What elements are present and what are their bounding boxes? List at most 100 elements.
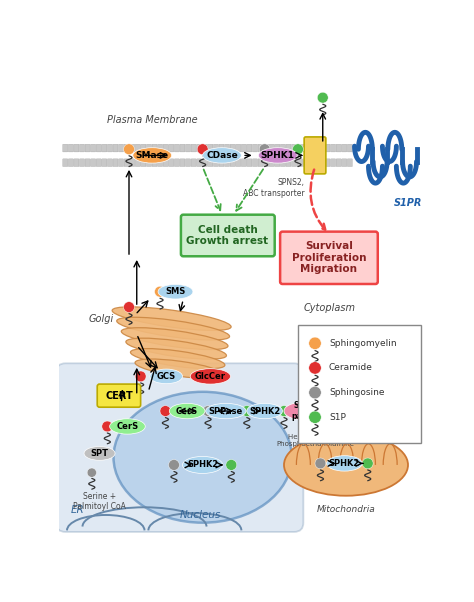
FancyBboxPatch shape [80, 159, 84, 167]
FancyBboxPatch shape [253, 159, 257, 167]
FancyBboxPatch shape [292, 159, 297, 167]
FancyBboxPatch shape [124, 159, 129, 167]
Circle shape [102, 421, 113, 432]
FancyBboxPatch shape [308, 159, 313, 167]
Ellipse shape [117, 317, 229, 340]
FancyBboxPatch shape [342, 159, 347, 167]
FancyBboxPatch shape [236, 144, 241, 152]
Circle shape [309, 337, 321, 349]
FancyBboxPatch shape [202, 159, 207, 167]
FancyBboxPatch shape [74, 159, 79, 167]
Ellipse shape [158, 284, 193, 299]
Text: Hexadecenal +
Phosphoethanolamine: Hexadecenal + Phosphoethanolamine [276, 434, 354, 447]
Text: SPHK1: SPHK1 [261, 151, 295, 160]
Ellipse shape [121, 327, 228, 350]
Text: S1PR: S1PR [394, 197, 422, 208]
FancyBboxPatch shape [330, 159, 336, 167]
FancyBboxPatch shape [146, 159, 152, 167]
Ellipse shape [169, 403, 205, 419]
Text: S1P: S1P [329, 413, 346, 421]
FancyBboxPatch shape [141, 159, 146, 167]
Ellipse shape [206, 403, 246, 419]
Ellipse shape [135, 359, 223, 378]
FancyBboxPatch shape [298, 325, 421, 444]
FancyBboxPatch shape [208, 144, 213, 152]
FancyBboxPatch shape [325, 159, 330, 167]
Circle shape [124, 144, 135, 155]
FancyBboxPatch shape [169, 159, 174, 167]
Text: Ceramide: Ceramide [329, 364, 373, 373]
Text: Cell death
Growth arrest: Cell death Growth arrest [186, 225, 268, 246]
FancyBboxPatch shape [97, 384, 141, 407]
Text: ER: ER [71, 505, 85, 515]
Circle shape [155, 287, 165, 297]
FancyBboxPatch shape [85, 144, 90, 152]
FancyBboxPatch shape [91, 144, 96, 152]
FancyBboxPatch shape [96, 144, 101, 152]
FancyBboxPatch shape [304, 137, 326, 174]
FancyBboxPatch shape [241, 144, 246, 152]
FancyBboxPatch shape [264, 159, 269, 167]
FancyBboxPatch shape [68, 159, 73, 167]
FancyBboxPatch shape [247, 159, 252, 167]
FancyBboxPatch shape [108, 144, 112, 152]
FancyBboxPatch shape [275, 144, 280, 152]
FancyBboxPatch shape [247, 144, 252, 152]
Circle shape [309, 386, 321, 399]
Text: Mitochondria: Mitochondria [317, 505, 375, 514]
Circle shape [169, 459, 179, 470]
FancyBboxPatch shape [191, 159, 196, 167]
Text: SPNS2,
ABC transporter: SPNS2, ABC transporter [243, 179, 304, 198]
Text: Serine +
Palmitoyl CoA: Serine + Palmitoyl CoA [73, 492, 126, 511]
FancyBboxPatch shape [56, 363, 303, 532]
Circle shape [87, 468, 96, 477]
Ellipse shape [190, 368, 230, 384]
Text: CDase: CDase [206, 151, 238, 160]
FancyBboxPatch shape [280, 232, 378, 284]
FancyBboxPatch shape [163, 159, 168, 167]
FancyBboxPatch shape [91, 159, 96, 167]
Text: SMase: SMase [136, 151, 169, 160]
FancyBboxPatch shape [297, 144, 302, 152]
Text: Sphingomyelin: Sphingomyelin [329, 339, 397, 348]
FancyBboxPatch shape [113, 159, 118, 167]
FancyBboxPatch shape [157, 159, 163, 167]
FancyBboxPatch shape [297, 159, 302, 167]
Circle shape [241, 406, 252, 417]
Text: SPHK2: SPHK2 [249, 406, 280, 415]
Circle shape [135, 371, 146, 382]
FancyBboxPatch shape [213, 159, 219, 167]
FancyBboxPatch shape [68, 144, 73, 152]
FancyBboxPatch shape [286, 144, 291, 152]
FancyBboxPatch shape [230, 144, 235, 152]
Text: Sphingosine: Sphingosine [329, 388, 384, 397]
Text: GCS: GCS [156, 372, 176, 381]
Text: Golgi: Golgi [89, 314, 114, 324]
FancyBboxPatch shape [280, 159, 285, 167]
FancyBboxPatch shape [236, 159, 241, 167]
FancyBboxPatch shape [74, 144, 79, 152]
FancyBboxPatch shape [275, 159, 280, 167]
FancyBboxPatch shape [319, 159, 325, 167]
Circle shape [315, 458, 326, 469]
Ellipse shape [109, 419, 145, 434]
Circle shape [202, 406, 213, 417]
FancyBboxPatch shape [325, 144, 330, 152]
FancyBboxPatch shape [314, 144, 319, 152]
FancyBboxPatch shape [130, 159, 135, 167]
FancyBboxPatch shape [180, 159, 185, 167]
Circle shape [309, 362, 321, 374]
Ellipse shape [126, 338, 227, 359]
Circle shape [197, 144, 208, 155]
Ellipse shape [202, 147, 241, 163]
FancyBboxPatch shape [213, 144, 219, 152]
FancyBboxPatch shape [197, 144, 202, 152]
FancyBboxPatch shape [124, 144, 129, 152]
FancyBboxPatch shape [336, 159, 341, 167]
FancyBboxPatch shape [85, 159, 90, 167]
Circle shape [279, 406, 290, 417]
FancyBboxPatch shape [253, 144, 257, 152]
Ellipse shape [150, 369, 182, 383]
FancyBboxPatch shape [292, 144, 297, 152]
Circle shape [362, 458, 373, 469]
